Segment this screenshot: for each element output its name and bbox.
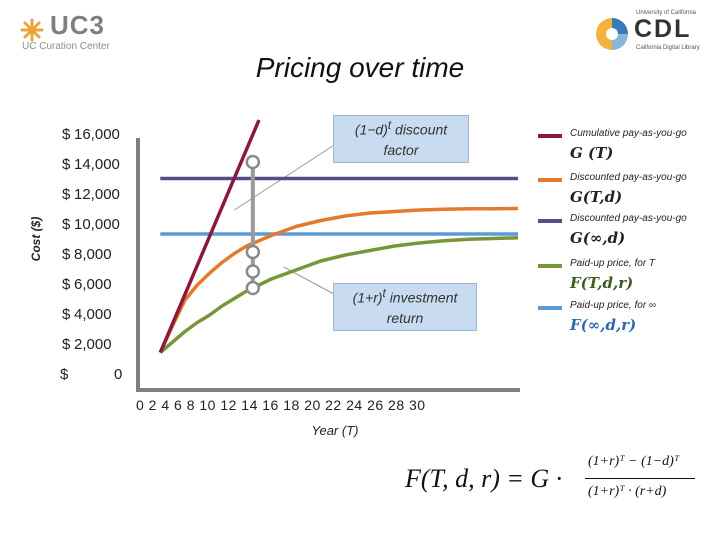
- cdl-logo-text: CDL: [634, 15, 692, 43]
- legend-desc: Paid-up price, for T: [570, 258, 656, 269]
- cdl-logo-icon: [596, 18, 628, 50]
- discount-label: discount: [395, 121, 448, 138]
- y-tick-value: 6,000: [74, 276, 112, 293]
- y-tick-value: 0: [114, 366, 123, 383]
- legend-desc: Cumulative pay-as-you-go: [570, 128, 687, 139]
- legend-desc: Discounted pay-as-you-go: [570, 213, 687, 224]
- legend-symbol: F(T,d,r): [570, 274, 634, 292]
- series-line-f-t-d-r: [159, 236, 519, 354]
- y-tick-currency: $: [62, 156, 71, 173]
- investment-callout: (1+r)t investment return: [333, 283, 477, 331]
- marker-circle-0: [245, 154, 261, 170]
- formula-denominator: (1+r)ᵀ · (r+d): [588, 484, 667, 499]
- formula-numerator: (1+r)ᵀ − (1−d)ᵀ: [588, 454, 680, 469]
- legend-item-g-t-d: Discounted pay-as-you-go G(T,d): [538, 172, 720, 216]
- x-axis-label: Year (T): [311, 423, 359, 438]
- legend-swatch: [538, 134, 562, 138]
- uc3-logo-text: UC3: [50, 10, 106, 40]
- legend-symbol: G(T,d): [570, 188, 623, 206]
- series-line-g-t: [158, 119, 261, 354]
- cdl-logo-subtitle: California Digital Library: [636, 45, 700, 51]
- legend-item-g-t: Cumulative pay-as-you-go G (T): [538, 128, 720, 172]
- y-tick-value: 2,000: [74, 336, 112, 353]
- legend-swatch: [538, 306, 562, 310]
- uc3-logo-icon: [20, 18, 44, 42]
- chart-title: Pricing over time: [255, 52, 465, 83]
- y-tick-currency: $: [62, 276, 71, 293]
- legend-item-f-inf-d-r: Paid-up price, for ∞ F(∞,d,r): [538, 300, 720, 344]
- legend-item-g-inf-d: Discounted pay-as-you-go G(∞,d): [538, 213, 720, 257]
- y-tick-value: 16,000: [74, 126, 120, 143]
- series-line-g-t-d: [158, 206, 519, 354]
- y-tick-value: 12,000: [74, 186, 120, 203]
- formula-fraction-bar: [585, 478, 695, 479]
- x-tick-labels: 0 2 4 6 8 10 12 14 16 18 20 22 24 26 28 …: [136, 397, 426, 413]
- y-tick-currency: $: [62, 246, 71, 263]
- uc3-logo-subtitle: UC Curation Center: [22, 41, 110, 52]
- discount-callout: (1−d)t discount factor: [333, 115, 469, 163]
- legend-symbol: G(∞,d): [570, 229, 626, 247]
- marker-circle-1: [245, 244, 261, 260]
- legend-swatch: [538, 178, 562, 182]
- y-tick-currency: $: [60, 366, 69, 383]
- y-tick-value: 4,000: [74, 306, 112, 323]
- discount-exponent: t: [387, 119, 392, 132]
- legend-symbol: G (T): [570, 144, 614, 162]
- legend-symbol: F(∞,d,r): [570, 316, 637, 334]
- discount-symbol: (1−d): [354, 121, 388, 138]
- y-tick-currency: $: [62, 336, 71, 353]
- investment-line2: return: [386, 309, 424, 326]
- y-tick-currency: $: [62, 186, 71, 203]
- legend-swatch: [538, 219, 562, 223]
- y-tick-currency: $: [62, 306, 71, 323]
- marker-circle-3: [245, 280, 261, 296]
- investment-symbol: (1+r): [352, 289, 383, 306]
- legend-swatch: [538, 264, 562, 268]
- y-tick-value: 10,000: [74, 216, 120, 233]
- legend-desc: Paid-up price, for ∞: [570, 300, 657, 311]
- y-tick-currency: $: [62, 216, 71, 233]
- formula-lhs: F(T, d, r) = G ·: [405, 464, 563, 493]
- y-tick-currency: $: [62, 126, 71, 143]
- investment-label: investment: [389, 289, 458, 306]
- y-tick-value: 14,000: [74, 156, 120, 173]
- legend-desc: Discounted pay-as-you-go: [570, 172, 687, 183]
- investment-exponent: t: [382, 287, 386, 300]
- legend-item-f-t-d-r: Paid-up price, for T F(T,d,r): [538, 258, 720, 302]
- marker-circle-2: [245, 264, 261, 279]
- y-tick-value: 8,000: [74, 246, 112, 263]
- cdl-logo-top-text: University of California: [636, 10, 697, 16]
- discount-line2: factor: [383, 141, 419, 158]
